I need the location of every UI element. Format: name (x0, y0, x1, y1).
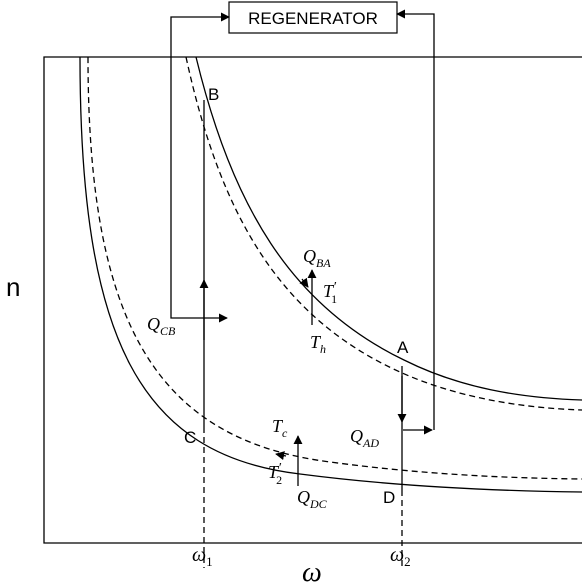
q-cb-label: QCB (147, 314, 176, 338)
regenerator-right-loop (396, 9, 435, 430)
lower-isotherm-solid (79, 56, 582, 493)
plot-frame (43, 56, 582, 544)
lower-isotherm-dashed (87, 56, 582, 480)
q-ba-label: QBA (303, 246, 331, 270)
x-axis-label: ω (302, 557, 322, 587)
q-ad-label: QAD (350, 426, 379, 450)
t1-prime-label: T′ 1 (323, 280, 337, 306)
upper-isotherm-solid (195, 56, 582, 401)
regenerator-box (228, 1, 398, 34)
tc-label: Tc (272, 416, 288, 440)
q-dc-label: QDC (297, 487, 328, 511)
regenerator-label: REGENERATOR (248, 9, 378, 28)
t2-prime-label: T′ 2 (268, 461, 282, 487)
point-d-label: D (383, 488, 395, 507)
point-c-label: C (184, 428, 196, 447)
upper-isotherm-dashed (185, 56, 582, 411)
lower-curve-arrow (275, 451, 287, 461)
omega2-label: ω2 (390, 544, 411, 569)
point-b-label: B (208, 85, 219, 104)
th-label: Th (310, 332, 326, 356)
y-axis-label: n (6, 272, 20, 302)
upper-curve-arrow (299, 277, 309, 288)
point-a-label: A (397, 338, 409, 357)
regenerator-left-loop (170, 12, 230, 323)
omega1-label: ω1 (192, 544, 213, 569)
